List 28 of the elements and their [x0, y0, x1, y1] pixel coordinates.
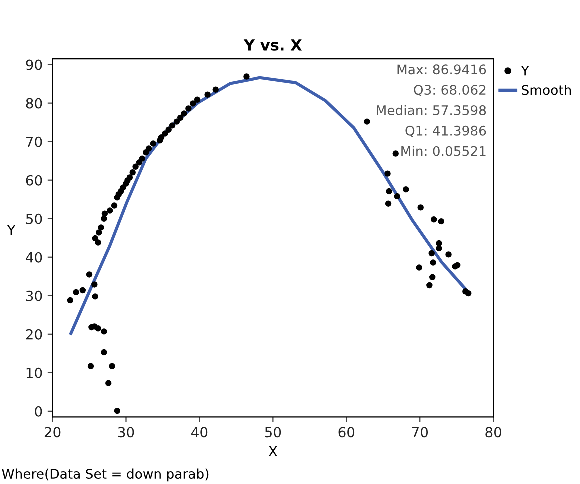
y-tick-label: 30	[26, 290, 42, 302]
chart-title: Y vs. X	[244, 40, 302, 51]
y-tick-label: 90	[26, 60, 42, 70]
text: Where(Data Set = down parab)	[2, 468, 209, 482]
x-tick-label: 30	[118, 427, 134, 438]
x-tick-label: 50	[265, 427, 282, 438]
y-tick-label: 20	[26, 329, 42, 340]
y-tick-label: 60	[26, 175, 42, 186]
x-tick-label: 70	[412, 427, 428, 438]
x-tick-label: 40	[192, 427, 208, 438]
y-tick-label: 0	[35, 406, 42, 417]
annotation: Q1: 41.3986	[406, 126, 486, 138]
y-tick-label: 70	[26, 136, 42, 148]
y-tick-label: 10	[26, 368, 42, 378]
x-tick-label: 80	[486, 427, 502, 438]
x-axis-title: X	[268, 446, 278, 456]
annotation: Median: 57.3598	[377, 105, 486, 116]
legend-label: Y	[521, 66, 530, 76]
legend-label: Smooth	[522, 85, 572, 96]
x-tick-label: 60	[338, 427, 355, 438]
annotation: Q3: 68.062	[414, 85, 486, 97]
annotation: Max: 86.9416	[398, 64, 486, 75]
y-tick-label: 50	[26, 214, 42, 224]
y-axis-title: Y	[7, 225, 16, 236]
y-tick-label: 40	[26, 252, 42, 263]
x-tick-label: 20	[44, 427, 61, 438]
annotation: Min: 0.05521	[402, 146, 486, 156]
y-tick-label: 80	[26, 98, 42, 109]
